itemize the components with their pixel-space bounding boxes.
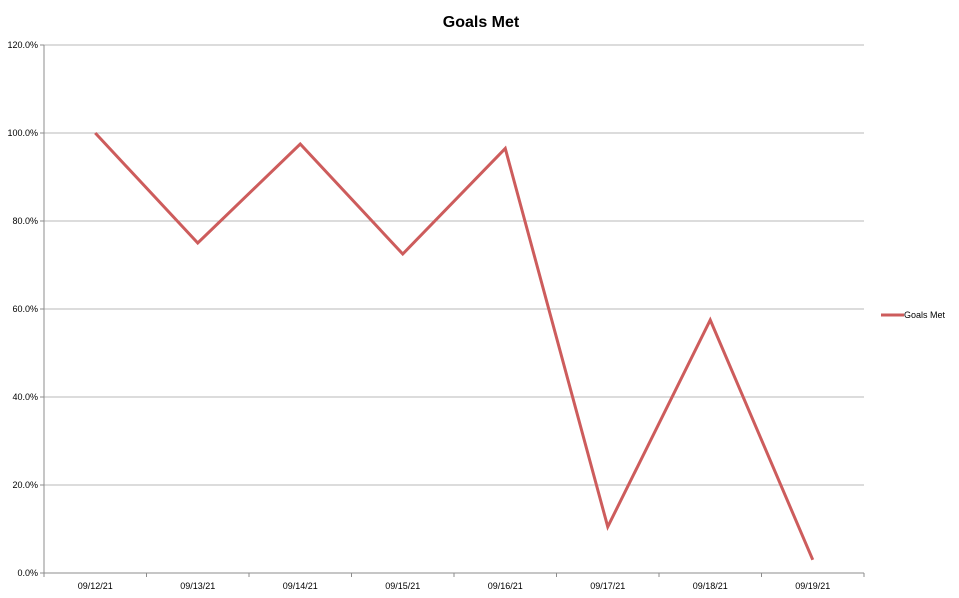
y-axis-tick-label: 120.0% [7, 40, 38, 50]
x-axis-tick-label: 09/19/21 [795, 581, 830, 591]
x-axis-tick-labels: 09/12/21 09/13/21 09/14/21 09/15/21 09/16/21… [78, 581, 831, 591]
x-axis-tick-label: 09/12/21 [78, 581, 113, 591]
data-point [709, 319, 712, 322]
data-point [606, 525, 609, 528]
axes [40, 44, 865, 577]
gridlines [44, 44, 864, 486]
x-axis-tick-label: 09/14/21 [283, 581, 318, 591]
x-axis-tick-label: 09/16/21 [488, 581, 523, 591]
x-axis-tick-label: 09/15/21 [385, 581, 420, 591]
y-axis-tick-label: 20.0% [12, 480, 38, 490]
legend-label: Goals Met [904, 310, 946, 320]
data-point [299, 143, 302, 146]
y-axis-tick-labels: 0.0% 20.0% 40.0% 60.0% 80.0% 100.0% 120.0% [7, 40, 38, 578]
legend: Goals Met [881, 310, 946, 320]
x-axis-tick-label: 09/18/21 [693, 581, 728, 591]
x-axis-tick-label: 09/17/21 [590, 581, 625, 591]
series-line [94, 131, 815, 561]
x-axis-tick-label: 09/13/21 [180, 581, 215, 591]
series-lines [94, 131, 815, 561]
data-point [401, 253, 404, 256]
data-point [94, 132, 97, 135]
y-axis-tick-label: 80.0% [12, 216, 38, 226]
data-point [811, 558, 814, 561]
data-point [196, 242, 199, 245]
data-point [504, 147, 507, 150]
y-axis-tick-label: 0.0% [17, 568, 38, 578]
y-axis-tick-label: 40.0% [12, 392, 38, 402]
y-axis-tick-label: 100.0% [7, 128, 38, 138]
chart-title: Goals Met [443, 14, 520, 31]
y-axis-tick-label: 60.0% [12, 304, 38, 314]
